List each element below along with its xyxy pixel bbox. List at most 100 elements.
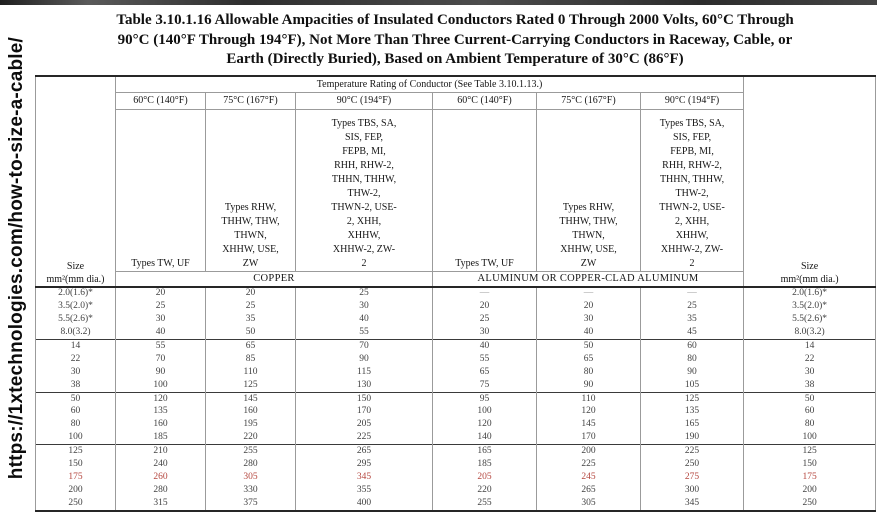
table-row: 80 160 195 205 120 145 165 80 [35,418,877,432]
ampacity-cell: 130 [295,378,433,393]
material-header-copper: COPPER [115,271,433,288]
ampacity-cell: 120 [115,391,206,406]
ampacity-cell: 240 [115,458,206,471]
ampacity-cell: 205 [432,470,537,484]
size-cell: 60 [743,405,877,419]
size-cell: 5.5(2.6)* [743,313,877,327]
ampacity-cell: 90 [536,378,641,393]
table-row: 5.5(2.6)* 30 35 40 25 30 35 5.5(2.6)* [35,313,877,327]
size-cell: 38 [35,378,116,393]
temp-header-cu-75: 75°C (167°F) [205,92,296,110]
size-cell: 80 [743,418,877,432]
ampacity-cell: 110 [536,391,641,406]
watermark-url: https://1xtechnologies.com/how-to-size-a… [5,37,27,480]
ampacity-cell: 225 [295,431,433,445]
ampacity-cell: 165 [432,444,537,459]
ampacity-cell: 35 [639,313,745,327]
size-column-header-right: Size mm²(mm dia.) [743,75,877,288]
size-cell: 125 [35,444,116,459]
types-header-cu-90: Types TBS, SA, SIS, FEP, FEPB, MI, RHH, … [295,109,433,272]
ampacity-cell: 120 [536,405,641,419]
table-row: 60 135 160 170 100 120 135 60 [35,405,877,419]
ampacity-cell: 145 [205,391,296,406]
ampacity-cell: 25 [639,300,745,314]
ampacity-cell: 225 [536,458,641,471]
ampacity-cell: 140 [432,431,537,445]
size-cell: 30 [35,365,116,379]
temp-header-cu-60: 60°C (140°F) [115,92,206,110]
ampacity-cell: 110 [205,365,296,379]
ampacity-cell: 25 [205,300,296,314]
ampacity-cell: 185 [432,458,537,471]
ampacity-cell: 20 [205,286,296,301]
ampacity-cell: 145 [536,418,641,432]
table-row: 175 260 305 345 205 245 275 175 [35,470,877,484]
ampacity-cell: 135 [639,405,745,419]
ampacity-cell: 50 [536,339,641,353]
ampacity-cell: 30 [536,313,641,327]
size-cell: 30 [743,365,877,379]
ampacity-cell: — [639,286,745,301]
ampacity-cell: 90 [115,365,206,379]
size-cell: 175 [743,470,877,484]
types-header-al-90: Types TBS, SA, SIS, FEP, FEPB, MI, RHH, … [639,109,745,272]
ampacity-cell: — [536,286,641,301]
size-cell: 38 [743,378,877,393]
temp-header-al-90: 90°C (194°F) [639,92,745,110]
size-cell: 150 [35,458,116,471]
size-cell: 200 [35,483,116,497]
size-cell: 250 [35,496,116,511]
ampacity-cell: 255 [432,496,537,511]
ampacity-cell: 195 [205,418,296,432]
size-cell: 22 [35,352,116,366]
table-row: 250 315 375 400 255 305 345 250 [35,496,877,511]
ampacity-cell: 25 [115,300,206,314]
types-header-al-60: Types TW, UF [432,109,537,272]
ampacity-cell: 160 [205,405,296,419]
ampacity-cell: 65 [432,365,537,379]
ampacity-cell: 375 [205,496,296,511]
ampacity-cell: 95 [432,391,537,406]
ampacity-cell: 265 [536,483,641,497]
ampacity-cell: 35 [205,313,296,327]
ampacity-cell: 90 [295,352,433,366]
ampacity-cell: 250 [639,458,745,471]
ampacity-cell: 280 [115,483,206,497]
temp-header-al-60: 60°C (140°F) [432,92,537,110]
size-cell: 8.0(3.2) [743,326,877,340]
size-cell: 22 [743,352,877,366]
size-cell: 5.5(2.6)* [35,313,116,327]
ampacity-cell: 40 [432,339,537,353]
ampacity-table-body: 2.0(1.6)* 20 20 25— — —2.0(1.6)* 3.5(2.0)* 25 25… [35,286,877,511]
size-cell: 175 [35,470,116,484]
ampacity-cell: 55 [115,339,206,353]
ampacity-cell: 400 [295,496,433,511]
table-row: 200 280 330 355 220 265 300 200 [35,483,877,497]
ampacity-cell: 30 [115,313,206,327]
ampacity-cell: 225 [639,444,745,459]
ampacity-cell: 185 [115,431,206,445]
ampacity-cell: 40 [295,313,433,327]
size-cell: 50 [35,391,116,406]
ampacity-cell: 120 [432,418,537,432]
temp-header-cu-90: 90°C (194°F) [295,92,433,110]
size-cell: 3.5(2.0)* [743,300,877,314]
top-edge-strip [0,0,877,5]
table-row: 100 185 220 225 140 170 190 100 [35,431,877,445]
ampacity-cell: 165 [639,418,745,432]
size-cell: 100 [35,431,116,445]
ampacity-cell: 70 [115,352,206,366]
size-cell: 150 [743,458,877,471]
ampacity-cell: 245 [536,470,641,484]
ampacity-cell: 280 [205,458,296,471]
ampacity-cell: 125 [639,391,745,406]
size-cell: 2.0(1.6)* [743,286,877,301]
ampacity-table: Size mm²(mm dia.) Temperature Rating of … [35,74,877,512]
temp-rating-header: Temperature Rating of Conductor (See Tab… [114,75,745,93]
ampacity-cell: 220 [205,431,296,445]
table-row: 2.0(1.6)* 20 20 25— — —2.0(1.6)* [35,286,877,301]
material-header-aluminum: ALUMINUM OR COPPER-CLAD ALUMINUM [431,271,745,288]
size-cell: 250 [743,496,877,511]
document-area: Table 3.10.1.16 Allowable Ampacities of … [33,5,877,512]
ampacity-cell: 25 [432,313,537,327]
